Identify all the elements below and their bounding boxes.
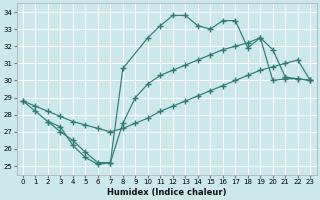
X-axis label: Humidex (Indice chaleur): Humidex (Indice chaleur) [107, 188, 226, 197]
